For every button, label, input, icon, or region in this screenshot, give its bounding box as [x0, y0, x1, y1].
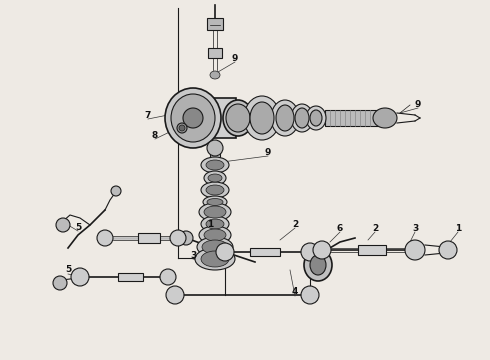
Ellipse shape: [313, 241, 331, 259]
Text: 8: 8: [152, 131, 158, 140]
Ellipse shape: [207, 198, 223, 206]
Ellipse shape: [373, 108, 397, 128]
Bar: [210, 148, 220, 162]
Ellipse shape: [183, 108, 203, 128]
Ellipse shape: [179, 231, 193, 245]
Ellipse shape: [165, 88, 221, 148]
Ellipse shape: [207, 140, 223, 156]
Ellipse shape: [203, 196, 227, 208]
Ellipse shape: [195, 248, 235, 270]
Ellipse shape: [439, 241, 457, 259]
Bar: [208, 48, 222, 58]
Bar: [250, 248, 280, 256]
Text: 2: 2: [292, 220, 298, 229]
Ellipse shape: [201, 182, 229, 198]
Ellipse shape: [405, 240, 425, 260]
Text: 9: 9: [265, 148, 271, 157]
Ellipse shape: [201, 157, 229, 173]
Ellipse shape: [306, 106, 326, 130]
Bar: [118, 273, 143, 281]
Text: 9: 9: [232, 54, 238, 63]
Ellipse shape: [301, 286, 319, 304]
Ellipse shape: [166, 286, 184, 304]
Bar: [358, 245, 386, 255]
Ellipse shape: [199, 226, 231, 244]
Text: 9: 9: [415, 99, 421, 108]
Ellipse shape: [179, 125, 185, 131]
Ellipse shape: [310, 110, 322, 126]
Text: 6: 6: [337, 224, 343, 233]
Ellipse shape: [199, 203, 231, 221]
Text: 3: 3: [412, 224, 418, 233]
Ellipse shape: [206, 219, 224, 229]
Ellipse shape: [197, 237, 233, 257]
Ellipse shape: [204, 206, 226, 218]
Ellipse shape: [97, 230, 113, 246]
Ellipse shape: [216, 243, 234, 261]
Bar: [178, 98, 236, 138]
Ellipse shape: [206, 185, 224, 195]
Text: 4: 4: [292, 288, 298, 297]
Ellipse shape: [271, 100, 299, 136]
Ellipse shape: [177, 123, 187, 133]
Ellipse shape: [204, 229, 226, 241]
Ellipse shape: [295, 108, 309, 128]
Ellipse shape: [226, 104, 250, 132]
Ellipse shape: [202, 240, 228, 254]
Ellipse shape: [56, 218, 70, 232]
Text: 1: 1: [207, 220, 213, 229]
Text: 5: 5: [65, 266, 71, 274]
Ellipse shape: [291, 104, 313, 132]
Ellipse shape: [201, 251, 229, 267]
Bar: [138, 233, 160, 243]
Ellipse shape: [170, 230, 186, 246]
Text: 5: 5: [75, 222, 81, 231]
Ellipse shape: [244, 96, 280, 140]
Ellipse shape: [171, 94, 215, 142]
Ellipse shape: [206, 160, 224, 170]
Ellipse shape: [204, 171, 226, 185]
Ellipse shape: [53, 276, 67, 290]
Ellipse shape: [250, 102, 274, 134]
Ellipse shape: [111, 186, 121, 196]
Ellipse shape: [160, 269, 176, 285]
Bar: [325, 110, 380, 126]
Bar: [207, 18, 223, 30]
Ellipse shape: [310, 255, 326, 275]
Ellipse shape: [301, 243, 319, 261]
Ellipse shape: [71, 268, 89, 286]
Text: 7: 7: [145, 111, 151, 120]
Ellipse shape: [210, 71, 220, 79]
Ellipse shape: [208, 174, 222, 182]
Ellipse shape: [276, 105, 294, 131]
Ellipse shape: [223, 100, 253, 136]
Text: 2: 2: [372, 224, 378, 233]
Ellipse shape: [201, 216, 229, 232]
Text: 1: 1: [455, 224, 461, 233]
Ellipse shape: [304, 249, 332, 281]
Text: 3: 3: [190, 251, 196, 260]
